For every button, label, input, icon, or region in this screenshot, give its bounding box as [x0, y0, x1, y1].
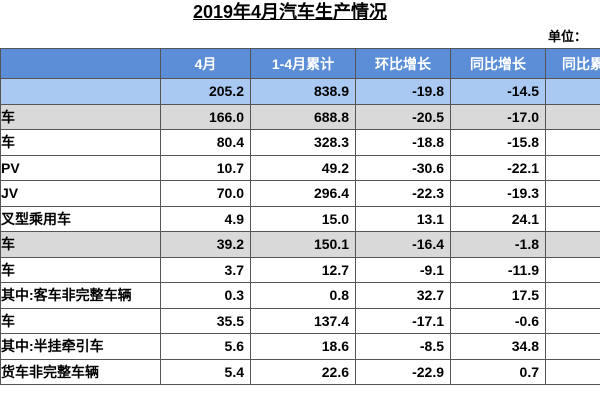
table-row: 叉型乘用车 4.9 15.0 13.1 24.1: [0, 205, 600, 232]
table-row: 其中:半挂牵引车 5.6 18.6 -8.5 34.8: [0, 333, 600, 360]
row-label: 货车非完整车辆: [0, 358, 161, 385]
value-cell: 13.1: [355, 205, 451, 232]
header-cell: 同比累: [545, 48, 600, 79]
value-cell: [545, 205, 600, 232]
value-cell: [545, 78, 600, 105]
value-cell: [545, 180, 600, 207]
value-cell: -17.1: [355, 307, 451, 334]
value-cell: 3.7: [160, 256, 251, 283]
value-cell: 5.4: [160, 358, 251, 385]
row-label: 其中:客车非完整车辆: [0, 282, 161, 309]
value-cell: [545, 282, 600, 309]
value-cell: 70.0: [160, 180, 251, 207]
value-cell: 205.2: [160, 78, 251, 105]
value-cell: [545, 154, 600, 181]
value-cell: 34.8: [450, 333, 546, 360]
value-cell: -1.8: [450, 231, 546, 258]
value-cell: -22.9: [355, 358, 451, 385]
value-cell: 10.7: [160, 154, 251, 181]
table-row: JV 70.0 296.4 -22.3 -19.3: [0, 180, 600, 207]
row-label: 叉型乘用车: [0, 205, 161, 232]
value-cell: 0.7: [450, 358, 546, 385]
value-cell: -14.5: [450, 78, 546, 105]
value-cell: -11.9: [450, 256, 546, 283]
value-cell: 22.6: [250, 358, 356, 385]
row-label: 车: [0, 231, 161, 258]
value-cell: 4.9: [160, 205, 251, 232]
row-label: 车: [0, 129, 161, 156]
value-cell: 49.2: [250, 154, 356, 181]
row-label: 车: [0, 256, 161, 283]
header-row: 4月 1-4月累计 环比增长 同比增长 同比累: [0, 48, 600, 79]
row-label: JV: [0, 180, 161, 207]
value-cell: 12.7: [250, 256, 356, 283]
value-cell: 35.5: [160, 307, 251, 334]
value-cell: -30.6: [355, 154, 451, 181]
value-cell: -22.1: [450, 154, 546, 181]
value-cell: 688.8: [250, 103, 356, 130]
value-cell: 838.9: [250, 78, 356, 105]
value-cell: 18.6: [250, 333, 356, 360]
value-cell: -19.3: [450, 180, 546, 207]
table-row: 车 35.5 137.4 -17.1 -0.6: [0, 307, 600, 334]
value-cell: 296.4: [250, 180, 356, 207]
value-cell: 39.2: [160, 231, 251, 258]
value-cell: 137.4: [250, 307, 356, 334]
row-label: 其中:半挂牵引车: [0, 333, 161, 360]
table-row: 货车非完整车辆 5.4 22.6 -22.9 0.7: [0, 358, 600, 385]
value-cell: 17.5: [450, 282, 546, 309]
row-label: PV: [0, 154, 161, 181]
row-label: 车: [0, 103, 161, 130]
value-cell: 5.6: [160, 333, 251, 360]
value-cell: [545, 307, 600, 334]
value-cell: 32.7: [355, 282, 451, 309]
value-cell: -16.4: [355, 231, 451, 258]
table-row: PV 10.7 49.2 -30.6 -22.1: [0, 154, 600, 181]
value-cell: 0.3: [160, 282, 251, 309]
value-cell: 0.8: [250, 282, 356, 309]
value-cell: 328.3: [250, 129, 356, 156]
value-cell: 150.1: [250, 231, 356, 258]
value-cell: -9.1: [355, 256, 451, 283]
value-cell: -22.3: [355, 180, 451, 207]
value-cell: -19.8: [355, 78, 451, 105]
header-cell: [0, 48, 161, 79]
value-cell: 166.0: [160, 103, 251, 130]
title: 2019年4月汽车生产情况: [192, 2, 388, 22]
value-cell: 15.0: [250, 205, 356, 232]
header-cell: 4月: [160, 48, 251, 79]
value-cell: -18.8: [355, 129, 451, 156]
value-cell: [545, 358, 600, 385]
value-cell: -20.5: [355, 103, 451, 130]
production-table: 4月 1-4月累计 环比增长 同比增长 同比累 205.2 838.9 -19.8 -14.5 车…: [0, 48, 600, 385]
unit-label: 单位：: [548, 29, 588, 44]
value-cell: [545, 256, 600, 283]
table-row: 车 166.0 688.8 -20.5 -17.0: [0, 103, 600, 130]
value-cell: [545, 333, 600, 360]
value-cell: -0.6: [450, 307, 546, 334]
value-cell: -8.5: [355, 333, 451, 360]
table-row: 其中:客车非完整车辆 0.3 0.8 32.7 17.5: [0, 282, 600, 309]
value-cell: 80.4: [160, 129, 251, 156]
header-cell: 同比增长: [450, 48, 546, 79]
value-cell: 24.1: [450, 205, 546, 232]
value-cell: [545, 129, 600, 156]
row-label: [0, 78, 161, 105]
value-cell: [545, 231, 600, 258]
table-row: 车 3.7 12.7 -9.1 -11.9: [0, 256, 600, 283]
table-row: 车 39.2 150.1 -16.4 -1.8: [0, 231, 600, 258]
table-row: 车 80.4 328.3 -18.8 -15.8: [0, 129, 600, 156]
row-label: 车: [0, 307, 161, 334]
header-cell: 1-4月累计: [250, 48, 356, 79]
header-cell: 环比增长: [355, 48, 451, 79]
table-row: 205.2 838.9 -19.8 -14.5: [0, 78, 600, 105]
value-cell: [545, 103, 600, 130]
value-cell: -15.8: [450, 129, 546, 156]
value-cell: -17.0: [450, 103, 546, 130]
